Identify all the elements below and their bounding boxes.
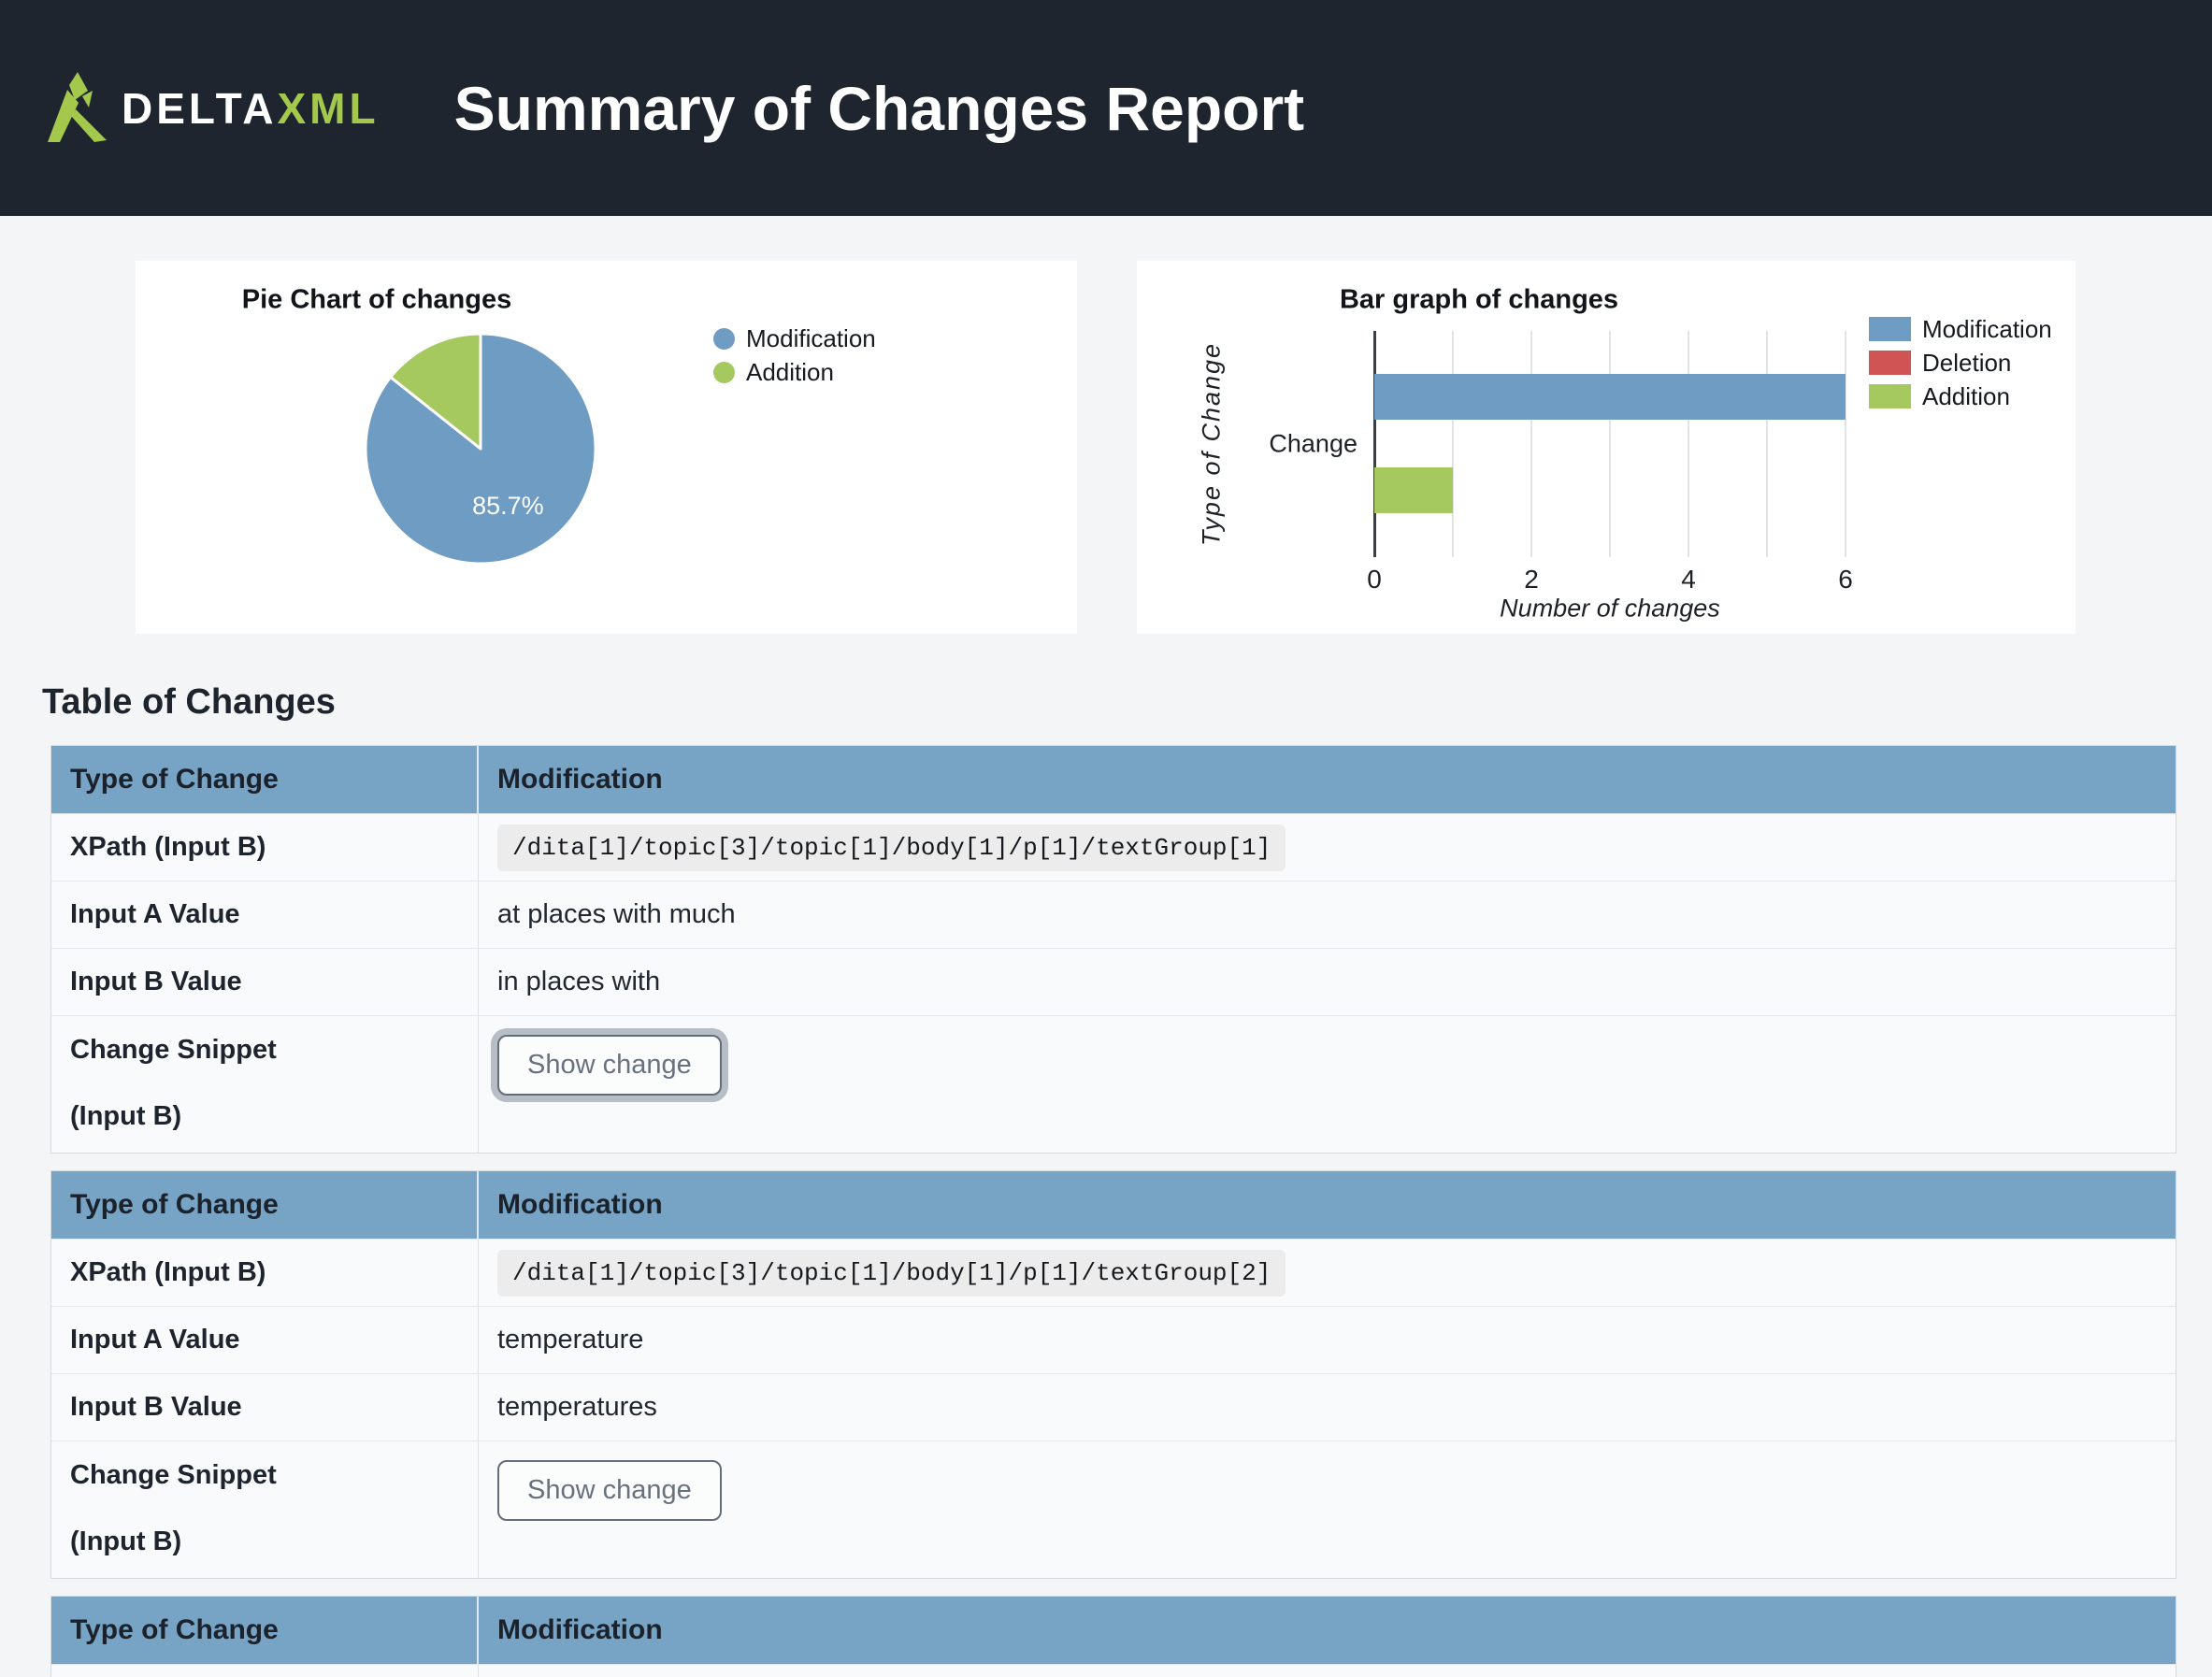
table-of-changes-heading: Table of Changes <box>42 682 2212 723</box>
change-snippet-row: Change Snippet (Input B) Show change <box>51 1015 2176 1153</box>
bar-category-label: Change <box>1269 430 1357 459</box>
change-snippet-sublabel: (Input B) <box>70 1526 459 1557</box>
change-table-2: Type of Change Modification XPath (Input… <box>50 1170 2176 1579</box>
bar-x-axis-label: Number of changes <box>1500 595 1720 624</box>
legend-label: Deletion <box>1922 349 2011 378</box>
table-header-row: Type of Change Modification <box>51 1171 2176 1239</box>
input-a-row: Input A Value temperature <box>51 1306 2176 1373</box>
show-change-button[interactable]: Show change <box>497 1035 722 1096</box>
gridline <box>1530 331 1532 557</box>
x-tick-label: 2 <box>1524 565 1539 595</box>
pie-chart: 85.7% <box>362 330 599 567</box>
header-change-type-value: Modification <box>479 1597 2176 1664</box>
xpath-label: XPath (Input B) <box>51 814 479 881</box>
bar-legend-item-modification: Modification <box>1869 317 2052 341</box>
bar-chart-card: Bar graph of changes Type of Change Chan… <box>1137 261 2076 634</box>
xpath-value: /dita[1]/topic[3]/topic[1]/body[1]/p[1]/… <box>497 1250 1286 1297</box>
input-b-row: Input B Value temperatures <box>51 1373 2176 1440</box>
legend-swatch-icon <box>1869 384 1911 408</box>
legend-swatch-icon <box>1869 317 1911 341</box>
change-table-3: Type of Change Modification <box>50 1596 2176 1677</box>
x-tick-label: 6 <box>1838 565 1853 595</box>
header-type-of-change: Type of Change <box>51 1597 479 1664</box>
gridline <box>1688 331 1689 557</box>
pie-legend: Modification Addition <box>713 326 876 394</box>
gridline <box>1766 331 1768 557</box>
xpath-value: /dita[1]/topic[3]/topic[1]/body[1]/p[1]/… <box>497 824 1286 871</box>
x-tick-label: 0 <box>1367 565 1382 595</box>
change-snippet-row: Change Snippet (Input B) Show change <box>51 1440 2176 1578</box>
show-change-button[interactable]: Show change <box>497 1460 722 1521</box>
brand-xml: XML <box>278 84 380 133</box>
input-b-value: temperatures <box>479 1374 2176 1440</box>
header-type-of-change: Type of Change <box>51 746 479 813</box>
legend-label: Addition <box>746 358 834 387</box>
change-snippet-label: Change Snippet <box>70 1035 459 1066</box>
app-header: DELTAXML Summary of Changes Report <box>0 0 2212 216</box>
gridline <box>1845 331 1846 557</box>
pie-data-label: 85.7% <box>472 492 544 520</box>
change-table-1: Type of Change Modification XPath (Input… <box>50 745 2176 1154</box>
bar-legend-item-addition: Addition <box>1869 384 2052 408</box>
input-b-value: in places with <box>479 949 2176 1015</box>
legend-label: Addition <box>1922 382 2010 411</box>
table-header-row: Type of Change Modification <box>51 746 2176 813</box>
legend-swatch-icon <box>713 328 735 350</box>
deltaxml-logo-icon <box>47 71 112 146</box>
charts-row: Pie Chart of changes 85.7% Modification A… <box>0 261 2212 634</box>
xpath-row: XPath (Input B) /dita[1]/topic[3]/topic[… <box>51 813 2176 881</box>
pie-chart-title: Pie Chart of changes <box>242 285 511 316</box>
input-a-value: at places with much <box>479 882 2176 948</box>
legend-label: Modification <box>746 324 876 353</box>
input-b-label: Input B Value <box>51 949 479 1015</box>
input-a-value: temperature <box>479 1307 2176 1373</box>
bar-modification <box>1374 374 1846 420</box>
bar-chart-title: Bar graph of changes <box>1340 285 1618 316</box>
legend-label: Modification <box>1922 315 2052 344</box>
header-change-type-value: Modification <box>479 746 2176 813</box>
input-b-row: Input B Value in places with <box>51 948 2176 1015</box>
gridline <box>1609 331 1611 557</box>
gridline <box>1452 331 1454 557</box>
brand-delta: DELTA <box>122 84 278 133</box>
bar-legend: Modification Deletion Addition <box>1869 317 2052 418</box>
bar-addition <box>1374 467 1453 513</box>
change-snippet-label: Change Snippet <box>70 1460 459 1491</box>
input-a-row: Input A Value at places with much <box>51 881 2176 948</box>
input-a-label: Input A Value <box>51 882 479 948</box>
xpath-row <box>51 1664 2176 1677</box>
legend-swatch-icon <box>1869 351 1911 375</box>
y-axis-line <box>1373 331 1376 557</box>
change-snippet-sublabel: (Input B) <box>70 1101 459 1132</box>
header-type-of-change: Type of Change <box>51 1171 479 1239</box>
xpath-row: XPath (Input B) /dita[1]/topic[3]/topic[… <box>51 1239 2176 1306</box>
bar-y-axis-label: Type of Change <box>1198 342 1227 546</box>
input-b-label: Input B Value <box>51 1374 479 1440</box>
header-change-type-value: Modification <box>479 1171 2176 1239</box>
x-tick-label: 4 <box>1681 565 1696 595</box>
bar-legend-item-deletion: Deletion <box>1869 351 2052 375</box>
xpath-label: XPath (Input B) <box>51 1240 479 1306</box>
pie-legend-item-addition: Addition <box>713 360 876 384</box>
legend-swatch-icon <box>713 362 735 383</box>
pie-legend-item-modification: Modification <box>713 326 876 351</box>
pie-chart-card: Pie Chart of changes 85.7% Modification A… <box>136 261 1077 634</box>
brand-wordmark: DELTAXML <box>122 83 380 134</box>
page-title: Summary of Changes Report <box>454 73 1305 144</box>
table-header-row: Type of Change Modification <box>51 1597 2176 1664</box>
input-a-label: Input A Value <box>51 1307 479 1373</box>
